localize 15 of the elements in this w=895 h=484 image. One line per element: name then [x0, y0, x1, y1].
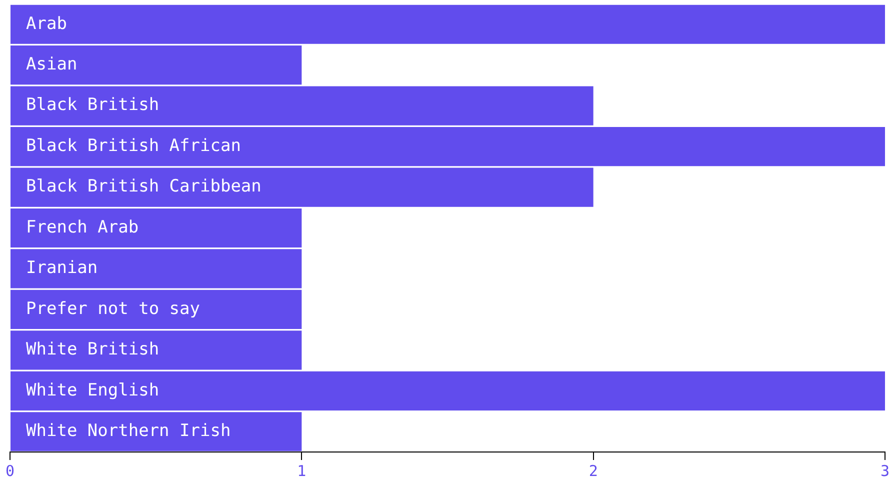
x-tick-label: 0: [5, 462, 15, 480]
y-tick-label: Iranian: [26, 258, 98, 278]
y-tick-label: Arab: [26, 14, 67, 34]
x-tick-label: 2: [588, 462, 598, 480]
y-tick-label: White British: [26, 340, 160, 360]
x-tick-label: 3: [880, 462, 890, 480]
y-tick-label: White Northern Irish: [26, 421, 231, 442]
y-tick-label: Black British: [26, 95, 160, 116]
y-tick-label: Black British African: [26, 136, 241, 156]
y-tick-label: Asian: [26, 54, 78, 75]
x-tick-label: 1: [297, 462, 306, 480]
y-tick-label: Black British Caribbean: [26, 176, 262, 197]
y-tick-label: White English: [26, 380, 160, 400]
y-tick-label: French Arab: [26, 217, 139, 238]
y-tick-label: Prefer not to say: [26, 298, 200, 319]
